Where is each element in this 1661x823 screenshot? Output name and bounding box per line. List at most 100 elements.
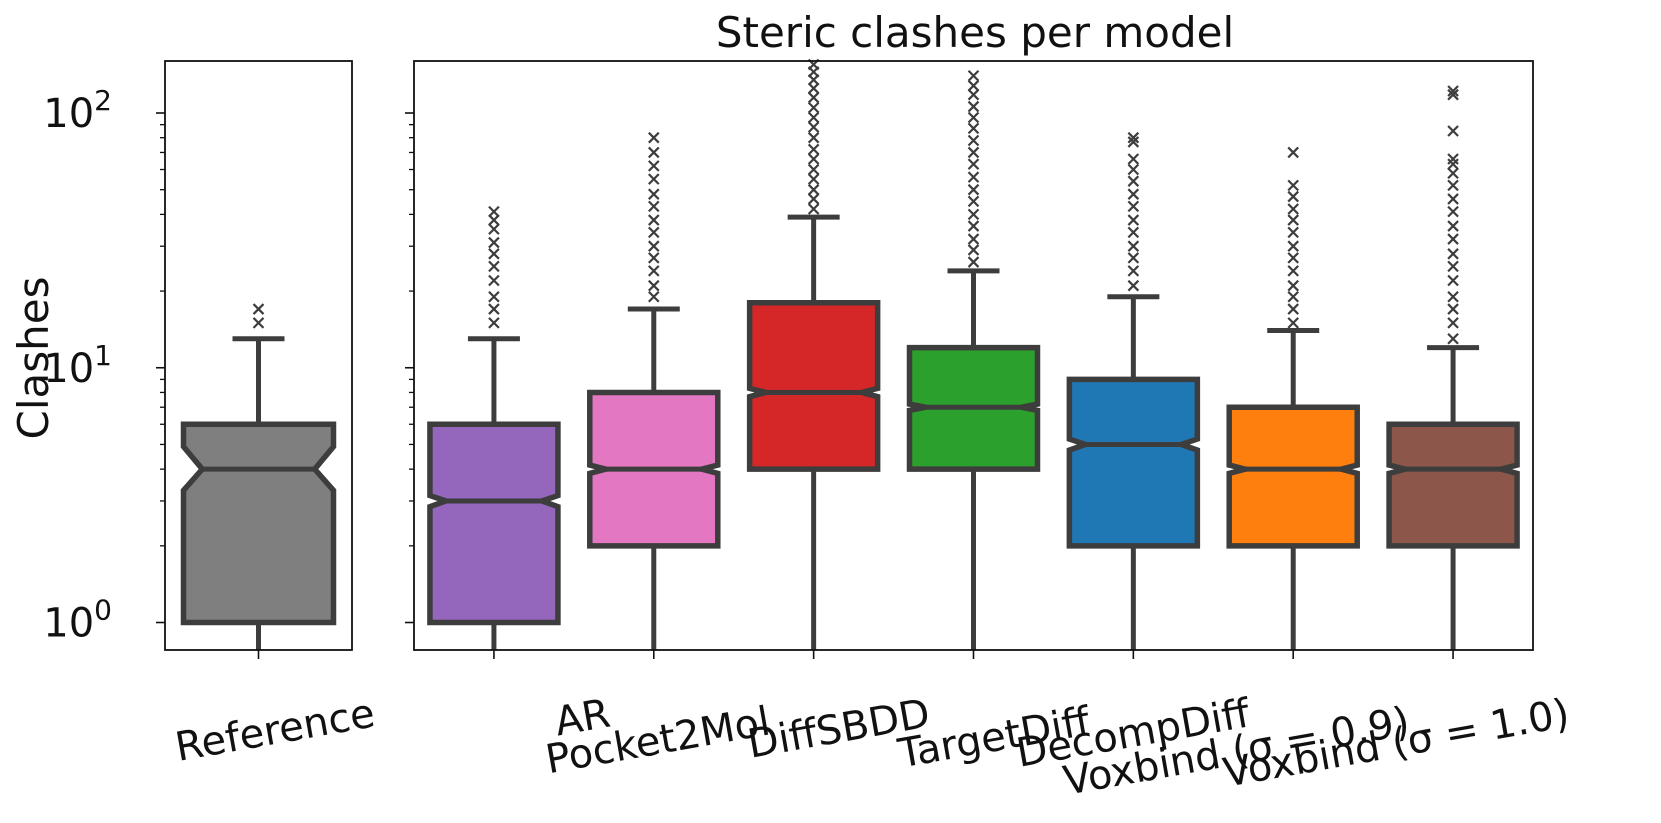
outlier-marker bbox=[648, 226, 660, 239]
outlier-marker bbox=[1447, 248, 1459, 260]
outlier-marker bbox=[1127, 214, 1140, 226]
outlier-marker bbox=[1287, 252, 1299, 264]
outlier-marker bbox=[488, 248, 500, 260]
outlier-marker bbox=[1127, 175, 1140, 187]
outlier-marker bbox=[967, 79, 980, 92]
outlier-marker bbox=[648, 214, 660, 226]
outlier-marker bbox=[967, 220, 980, 232]
outlier-marker bbox=[807, 131, 820, 144]
category-label: AR bbox=[551, 691, 613, 746]
y-tick-label: 101 bbox=[43, 339, 112, 392]
chart-title: Steric clashes per model bbox=[716, 8, 1234, 57]
outlier-marker bbox=[967, 171, 980, 183]
box-reference: Reference bbox=[172, 303, 378, 771]
outlier-marker bbox=[488, 260, 500, 273]
outlier-marker bbox=[252, 317, 265, 329]
y-axis-label: Clashes bbox=[9, 277, 58, 440]
y-tick-label: 100 bbox=[43, 594, 112, 647]
outlier-marker bbox=[967, 122, 980, 135]
outlier-marker bbox=[807, 153, 820, 165]
outlier-marker bbox=[648, 252, 660, 264]
outlier-marker bbox=[1127, 153, 1140, 165]
outlier-marker bbox=[1287, 214, 1299, 226]
outlier-marker bbox=[1447, 290, 1459, 303]
outlier-marker bbox=[1127, 265, 1140, 277]
outlier-marker bbox=[807, 163, 820, 176]
outlier-marker bbox=[1447, 205, 1459, 218]
box-body bbox=[427, 421, 561, 626]
outlier-marker bbox=[648, 240, 660, 252]
outlier-marker bbox=[1287, 203, 1299, 215]
outlier-marker bbox=[1287, 317, 1299, 329]
outlier-marker bbox=[648, 173, 660, 185]
outlier-marker bbox=[1127, 188, 1140, 200]
box-diffsbdd: DiffSBDD bbox=[744, 58, 933, 768]
outlier-marker bbox=[1127, 252, 1140, 264]
outlier-marker bbox=[967, 100, 980, 113]
panel-models: ARPocket2MolDiffSBDDTargetDiffDecompDiff… bbox=[405, 58, 1573, 805]
outlier-marker bbox=[1447, 274, 1459, 287]
outlier-marker bbox=[967, 134, 980, 147]
outlier-marker bbox=[1447, 153, 1459, 165]
outlier-marker bbox=[252, 303, 265, 315]
outlier-marker bbox=[648, 160, 660, 172]
outlier-marker bbox=[1287, 240, 1299, 252]
outlier-marker bbox=[807, 82, 820, 95]
outlier-marker bbox=[1447, 317, 1459, 329]
outlier-marker bbox=[1287, 190, 1299, 203]
box-decompdiff: DecompDiff bbox=[1013, 131, 1255, 777]
outlier-marker bbox=[807, 111, 820, 124]
outlier-marker bbox=[807, 143, 820, 156]
outlier-marker bbox=[1447, 88, 1459, 101]
y-tick-exponent: 1 bbox=[94, 339, 112, 372]
outlier-marker bbox=[1287, 279, 1299, 292]
outlier-marker bbox=[1127, 131, 1140, 144]
outlier-marker bbox=[1447, 125, 1459, 137]
outlier-marker bbox=[488, 317, 500, 329]
outlier-marker bbox=[1127, 279, 1140, 292]
outlier-marker bbox=[967, 183, 980, 196]
outlier-marker bbox=[1447, 303, 1459, 315]
outlier-marker bbox=[807, 203, 820, 215]
outlier-marker bbox=[488, 303, 500, 315]
plot-frame bbox=[164, 60, 353, 651]
outlier-marker bbox=[488, 290, 500, 303]
y-tick-exponent: 2 bbox=[94, 84, 112, 117]
outlier-marker bbox=[967, 256, 980, 268]
outlier-marker bbox=[1287, 179, 1299, 192]
box-pocket2mol: Pocket2Mol bbox=[542, 131, 774, 783]
outlier-marker bbox=[488, 236, 500, 249]
plot-frame bbox=[413, 60, 1534, 651]
box-body bbox=[1066, 376, 1201, 549]
box-body bbox=[1386, 421, 1520, 549]
outlier-marker bbox=[807, 91, 820, 104]
outlier-marker bbox=[967, 233, 980, 245]
box-body bbox=[746, 299, 881, 472]
outlier-marker bbox=[1287, 265, 1299, 277]
outlier-marker bbox=[1447, 193, 1459, 205]
outlier-marker bbox=[967, 88, 980, 101]
outlier-marker bbox=[1447, 332, 1459, 345]
outlier-marker bbox=[807, 183, 820, 196]
outlier-marker bbox=[1127, 240, 1140, 252]
outlier-marker bbox=[648, 290, 660, 303]
outlier-marker bbox=[1287, 290, 1299, 303]
outlier-marker bbox=[1127, 136, 1140, 148]
box-targetdiff: TargetDiff bbox=[894, 69, 1095, 778]
outlier-marker bbox=[648, 146, 660, 159]
outlier-marker bbox=[1127, 163, 1140, 176]
outlier-marker bbox=[967, 244, 980, 256]
outlier-marker bbox=[648, 279, 660, 292]
outlier-marker bbox=[1287, 146, 1299, 159]
outlier-marker bbox=[488, 274, 500, 287]
outlier-marker bbox=[1287, 226, 1299, 239]
outlier-marker bbox=[1447, 158, 1459, 170]
outlier-marker bbox=[967, 195, 980, 208]
outlier-marker bbox=[967, 158, 980, 170]
y-tick-exponent: 0 bbox=[94, 594, 112, 627]
outlier-marker bbox=[967, 111, 980, 124]
outlier-marker bbox=[488, 223, 500, 235]
box-body bbox=[180, 421, 337, 626]
